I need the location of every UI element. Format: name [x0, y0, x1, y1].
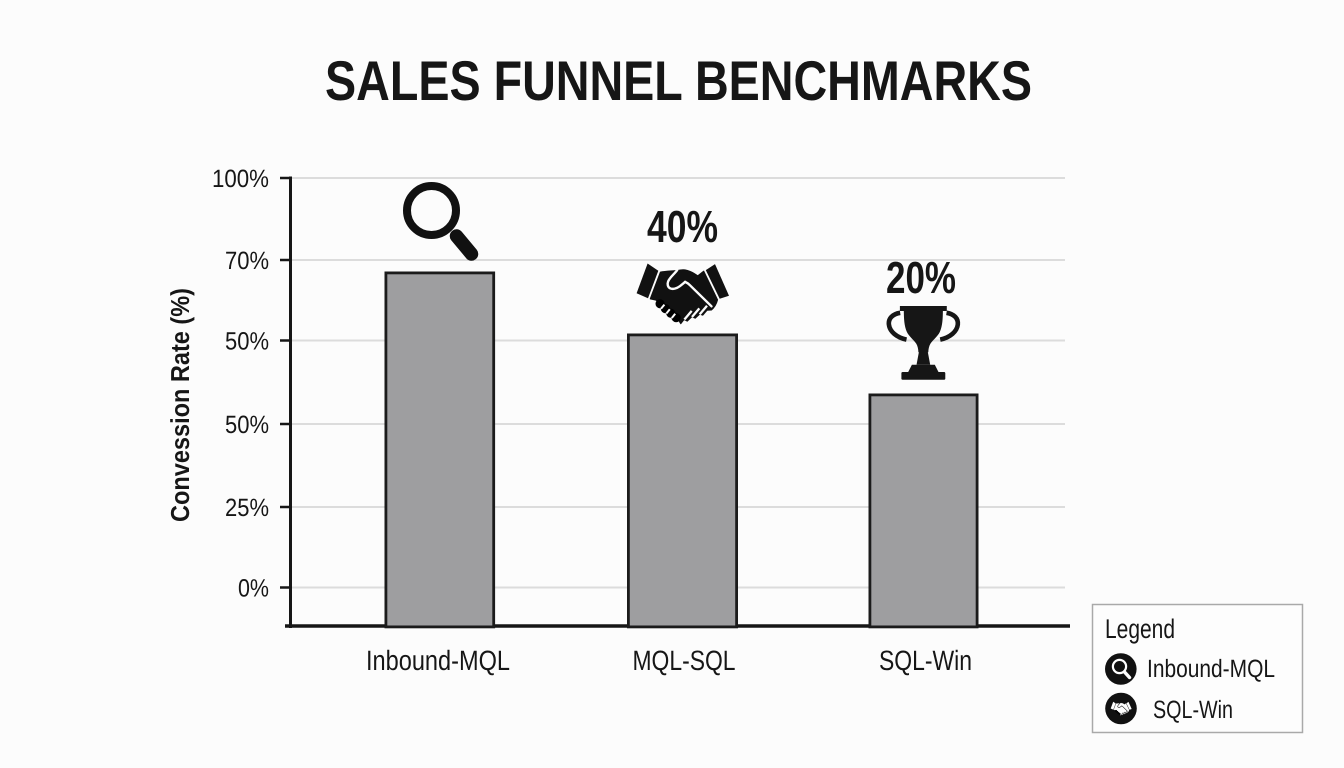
- svg-text:100%: 100%: [212, 165, 269, 193]
- svg-text:50%: 50%: [225, 328, 269, 356]
- svg-text:MQL-SQL: MQL-SQL: [633, 645, 736, 676]
- svg-text:Legend: Legend: [1105, 614, 1175, 644]
- svg-text:Inbound-MQL: Inbound-MQL: [366, 645, 510, 676]
- svg-text:50%: 50%: [225, 411, 269, 439]
- svg-text:SALES FUNNEL BENCHMARKS: SALES FUNNEL BENCHMARKS: [325, 49, 1032, 112]
- svg-text:40%: 40%: [647, 201, 718, 252]
- svg-text:SQL-Win: SQL-Win: [879, 645, 972, 676]
- svg-text:70%: 70%: [225, 247, 269, 275]
- svg-text:Convession Rate (%): Convession Rate (%): [165, 288, 195, 522]
- svg-text:20%: 20%: [886, 252, 956, 303]
- svg-text:SQL-Win: SQL-Win: [1153, 696, 1233, 724]
- svg-text:0%: 0%: [238, 575, 269, 603]
- svg-text:25%: 25%: [225, 494, 269, 522]
- svg-text:Inbound-MQL: Inbound-MQL: [1147, 655, 1275, 683]
